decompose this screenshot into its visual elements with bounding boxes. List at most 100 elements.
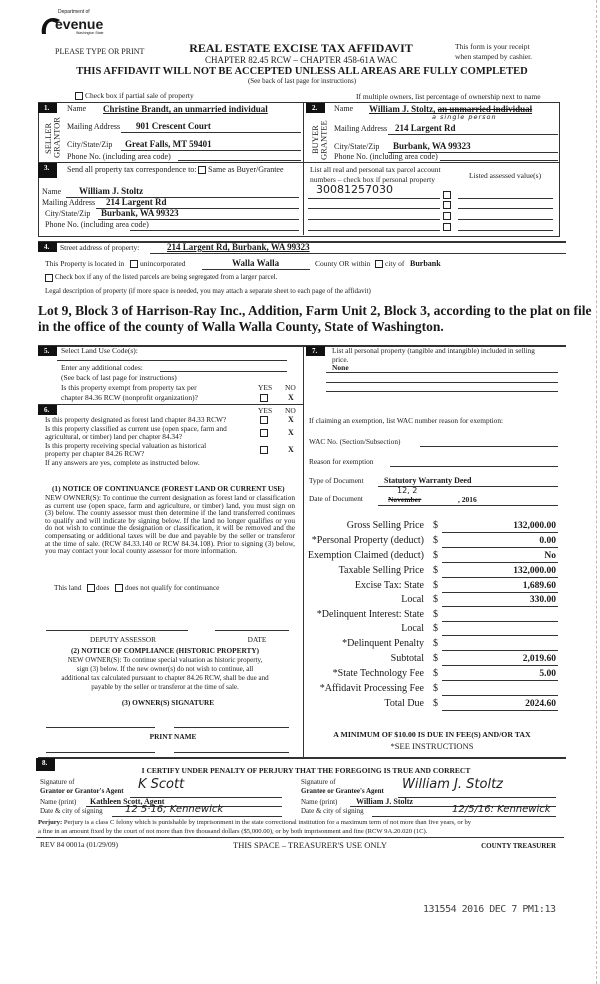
buyer-city[interactable]: Burbank, WA 99323 [393,141,471,151]
perjury-label: Perjury: [38,819,63,826]
tax-row-line [442,532,558,533]
corr-mailing[interactable]: 214 Largent Rd [106,197,167,207]
tax-row-label: Local [401,623,424,634]
forest-yes-checkbox[interactable] [260,416,268,424]
buyer-mailing[interactable]: 214 Largent Rd [395,123,456,133]
s6-no-header: NO [285,406,296,415]
historical-yes-checkbox[interactable] [260,446,268,454]
property-county[interactable]: Walla Walla [232,258,280,268]
form-chapter: CHAPTER 82.45 RCW – CHAPTER 458-61A WAC [205,55,397,65]
dollar-sign: $ [433,580,438,591]
corr-name[interactable]: William J. Stoltz [79,186,144,196]
grantor-signature[interactable]: K Scott [138,777,185,792]
exemption-question: If claiming an exemption, list WAC numbe… [309,416,503,425]
additional-codes-label: Enter any additional codes: [61,363,143,372]
document-date-year[interactable]: , 2016 [458,495,477,504]
this-land-label: This land [54,583,82,592]
please-type: PLEASE TYPE OR PRINT [55,47,145,56]
buyer-name-struck: an unmarried individual [437,104,533,114]
grantee-name[interactable]: William J. Stoltz [356,797,413,806]
tax-row-value[interactable]: 132,000.00 [513,521,556,531]
tax-row-label: *State Technology Fee [332,668,424,679]
section-5-badge: 5. [38,346,57,356]
tax-row-label: *Delinquent Interest: State [316,609,424,620]
tax-row-value[interactable]: 5.00 [539,669,556,679]
grantor-name-line [86,806,282,807]
personal-property-label-1: List all personal property (tangible and… [332,346,535,355]
personal-property-value[interactable]: None [332,363,349,372]
tax-row-line [442,547,558,548]
perjury-text-1: Perjury is a class C felony which is pun… [63,819,472,826]
corr-city[interactable]: Burbank, WA 99323 [101,208,179,218]
same-as-buyer-checkbox[interactable] [198,166,206,174]
unincorporated-checkbox[interactable] [130,260,138,268]
property-street[interactable]: 214 Largent Rd, Burbank, WA 99323 [167,242,310,252]
same-as-buyer-label: Same as Buyer/Grantee [208,165,284,174]
seller-name[interactable]: Christine Brandt, an unmarried individua… [103,104,268,114]
tax-row-value[interactable]: 330.00 [529,595,556,605]
land-use-line [57,360,287,361]
historical-question-1: Is this property receiving special valua… [45,441,207,450]
tax-row-line [442,621,558,622]
legal-description-line-1[interactable]: Lot 9, Block 3 of Harrison-Ray Inc., Add… [38,303,592,318]
dollar-sign: $ [433,609,438,620]
seller-name-label: Name [67,104,87,113]
partial-sale-checkbox[interactable] [75,92,83,100]
logo-text-top: Department of [58,9,90,15]
current-use-yes-checkbox[interactable] [260,429,268,437]
within-city-checkbox[interactable] [375,260,383,268]
treasurer-stamp: 131554 2016 DEC 7 PM1:13 [423,904,556,915]
grantor-name[interactable]: Kathleen Scott, Agent [90,797,165,806]
grantee-name-line [350,806,556,807]
grantee-date-city[interactable]: 12/5/16: Kennewick [452,804,551,815]
tax-row-label: Taxable Selling Price [338,565,424,576]
segregated-checkbox[interactable] [45,274,53,282]
seller-city-line [121,150,301,151]
buyer-name[interactable]: William J. Stoltz, an unmarried individu… [369,105,532,114]
owner-signature-label: (3) OWNER(S) SIGNATURE [121,698,215,707]
property-city[interactable]: Burbank [410,259,441,268]
tax-row-value[interactable]: 1,689.60 [522,581,556,591]
tax-row-value[interactable]: 2024.60 [525,699,556,709]
tax-row-label: Total Due [384,698,424,709]
grantor-date-label: Date & city of signing [40,807,103,815]
tax-row-value[interactable]: 0.00 [539,536,556,546]
personal-property-checkbox[interactable] [443,212,451,220]
personal-property-checkbox[interactable] [443,201,451,209]
exempt-no-answer[interactable]: X [288,393,294,402]
section-8-top-rule [38,757,566,759]
grantee-signature[interactable]: William J. Stoltz [402,777,503,792]
parcel-number[interactable]: 30081257030 [316,183,393,196]
seller-city[interactable]: Great Falls, MT 59401 [125,139,212,149]
seller-mailing[interactable]: 901 Crescent Court [136,121,211,131]
section-6-badge: 6. [38,405,57,415]
historical-no-answer[interactable]: X [288,445,294,454]
scan-edge [596,0,597,984]
personal-property-checkbox[interactable] [443,223,451,231]
tax-row-line [442,606,558,607]
tax-row-line [442,635,558,636]
personal-property-label-2: price. [332,355,349,364]
s6-yes-header: YES [258,406,273,415]
grantor-date-city[interactable]: 12 5·16; Kennewick [125,804,224,815]
tax-row-value[interactable]: No [544,551,556,561]
personal-property-line [326,391,558,392]
notice-1-text: NEW OWNER(S): To continue the current de… [45,493,295,556]
legal-description-line-2[interactable]: in the office of the county of Walla Wal… [38,319,444,334]
exempt-yes-checkbox[interactable] [260,394,268,402]
revenue-logo: Department of evenue Washington State [38,10,104,38]
exempt-yes-header: YES [258,383,273,392]
forest-no-answer[interactable]: X [288,415,294,424]
personal-property-checkbox[interactable] [443,191,451,199]
buyer-name-text: William J. Stoltz, [369,104,438,114]
tax-row-value[interactable]: 132,000.00 [513,566,556,576]
county-treasurer-label: COUNTY TREASURER [481,842,556,850]
document-type-value[interactable]: Statutory Warranty Deed [384,476,472,485]
does-not-qualify-checkbox[interactable] [115,584,123,592]
current-use-no-answer[interactable]: X [288,428,294,437]
does-qualify-checkbox[interactable] [87,584,95,592]
tax-row-value[interactable]: 2,019.60 [522,654,556,664]
grantee-date-line [372,816,556,817]
document-date-month[interactable]: November [388,495,422,504]
grantee-date-label: Date & city of signing [301,807,364,815]
